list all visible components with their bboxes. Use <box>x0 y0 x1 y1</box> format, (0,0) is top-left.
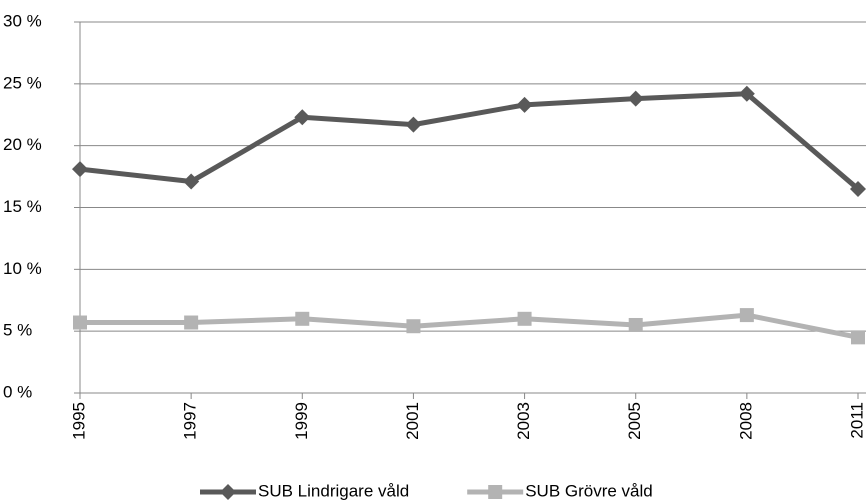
legend-label: SUB Grövre våld <box>525 481 653 500</box>
data-point <box>851 330 865 345</box>
data-point <box>72 161 88 178</box>
series-line <box>79 91 860 191</box>
legend-label: SUB Lindrigare våld <box>258 481 409 500</box>
data-point <box>738 85 755 102</box>
x-tick-label: 1999 <box>292 402 311 440</box>
y-tick-label: 20 % <box>3 135 42 154</box>
x-tick-label: 2003 <box>514 402 533 440</box>
data-point <box>517 311 532 326</box>
y-tick-label: 30 % <box>3 11 42 30</box>
legend-marker <box>488 485 503 499</box>
x-tick-label: 1995 <box>69 402 88 440</box>
series-line <box>80 312 859 340</box>
y-tick-label: 5 % <box>3 321 32 340</box>
data-point <box>628 317 643 332</box>
legend-marker <box>220 484 236 500</box>
y-tick-label: 10 % <box>3 259 42 278</box>
x-tick-label: 2011 <box>847 402 866 439</box>
x-tick-label: 2008 <box>736 402 755 440</box>
x-tick-label: 1997 <box>181 402 200 440</box>
data-point <box>73 315 87 330</box>
data-point <box>850 180 866 197</box>
data-point <box>405 116 422 133</box>
data-point <box>406 319 421 334</box>
data-point <box>627 90 644 107</box>
y-tick-label: 25 % <box>3 73 42 92</box>
data-point <box>184 315 199 330</box>
data-point <box>183 173 200 190</box>
data-point <box>294 109 311 126</box>
x-tick-label: 2001 <box>403 402 422 440</box>
y-tick-label: 0 % <box>3 382 32 401</box>
y-tick-label: 15 % <box>3 197 42 216</box>
data-point <box>295 311 310 326</box>
data-point <box>739 308 754 323</box>
x-tick-label: 2005 <box>625 402 644 440</box>
data-point <box>516 96 533 113</box>
